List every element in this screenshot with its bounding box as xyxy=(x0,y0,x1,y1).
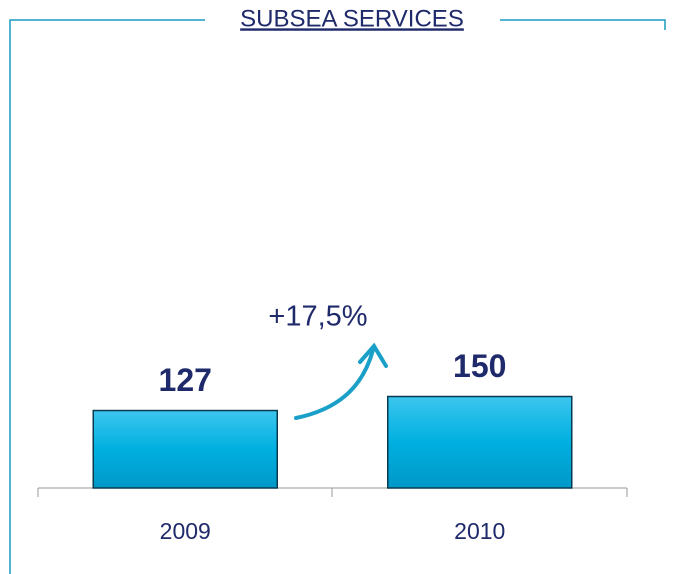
data-label: 150 xyxy=(453,348,506,384)
frame xyxy=(9,19,666,574)
frame-left xyxy=(9,19,205,574)
annotation: +17,5% xyxy=(268,301,367,333)
data-label: 127 xyxy=(159,362,212,398)
bar xyxy=(387,395,573,489)
frame-right xyxy=(500,19,666,30)
arrow-head xyxy=(358,342,388,368)
bar xyxy=(92,409,278,489)
growth-arrow xyxy=(294,342,388,420)
chart-title: SUBSEA SERVICES xyxy=(240,5,464,32)
arrow-curve xyxy=(294,348,375,420)
x-axis-ticks xyxy=(37,488,628,497)
x-tick-label: 2009 xyxy=(160,518,211,544)
x-tick-label: 2010 xyxy=(454,518,505,544)
